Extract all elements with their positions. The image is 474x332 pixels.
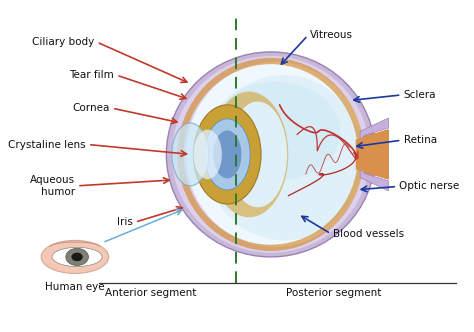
Text: Tear film: Tear film (69, 70, 114, 80)
Polygon shape (365, 129, 388, 179)
Ellipse shape (210, 92, 288, 217)
Ellipse shape (166, 52, 375, 257)
Polygon shape (360, 168, 388, 191)
Ellipse shape (41, 240, 109, 274)
Text: Human eye: Human eye (45, 282, 105, 292)
Text: Crystaline lens: Crystaline lens (8, 139, 86, 149)
Text: Cornea: Cornea (73, 103, 110, 113)
Text: Blood vessels: Blood vessels (333, 229, 404, 239)
Polygon shape (356, 129, 388, 179)
Text: Posterior segment: Posterior segment (286, 288, 382, 298)
Ellipse shape (204, 119, 250, 190)
Text: Iris: Iris (117, 217, 133, 227)
Polygon shape (360, 118, 388, 141)
Ellipse shape (193, 105, 261, 204)
Ellipse shape (206, 75, 362, 240)
Ellipse shape (172, 123, 209, 186)
Ellipse shape (186, 62, 365, 247)
Text: Ciliary body: Ciliary body (32, 37, 94, 47)
Text: Aqueous
humor: Aqueous humor (30, 175, 75, 197)
Ellipse shape (210, 82, 340, 181)
Ellipse shape (213, 130, 241, 178)
Text: Optic nerse: Optic nerse (399, 182, 459, 192)
Ellipse shape (52, 247, 102, 267)
Ellipse shape (66, 248, 89, 266)
Ellipse shape (228, 102, 287, 207)
Text: Sclera: Sclera (404, 90, 436, 100)
Ellipse shape (172, 56, 370, 253)
Ellipse shape (193, 129, 222, 179)
Text: Retina: Retina (404, 135, 437, 145)
Text: Anterior segment: Anterior segment (105, 288, 197, 298)
Text: Vitreous: Vitreous (310, 31, 353, 41)
Ellipse shape (72, 253, 83, 261)
